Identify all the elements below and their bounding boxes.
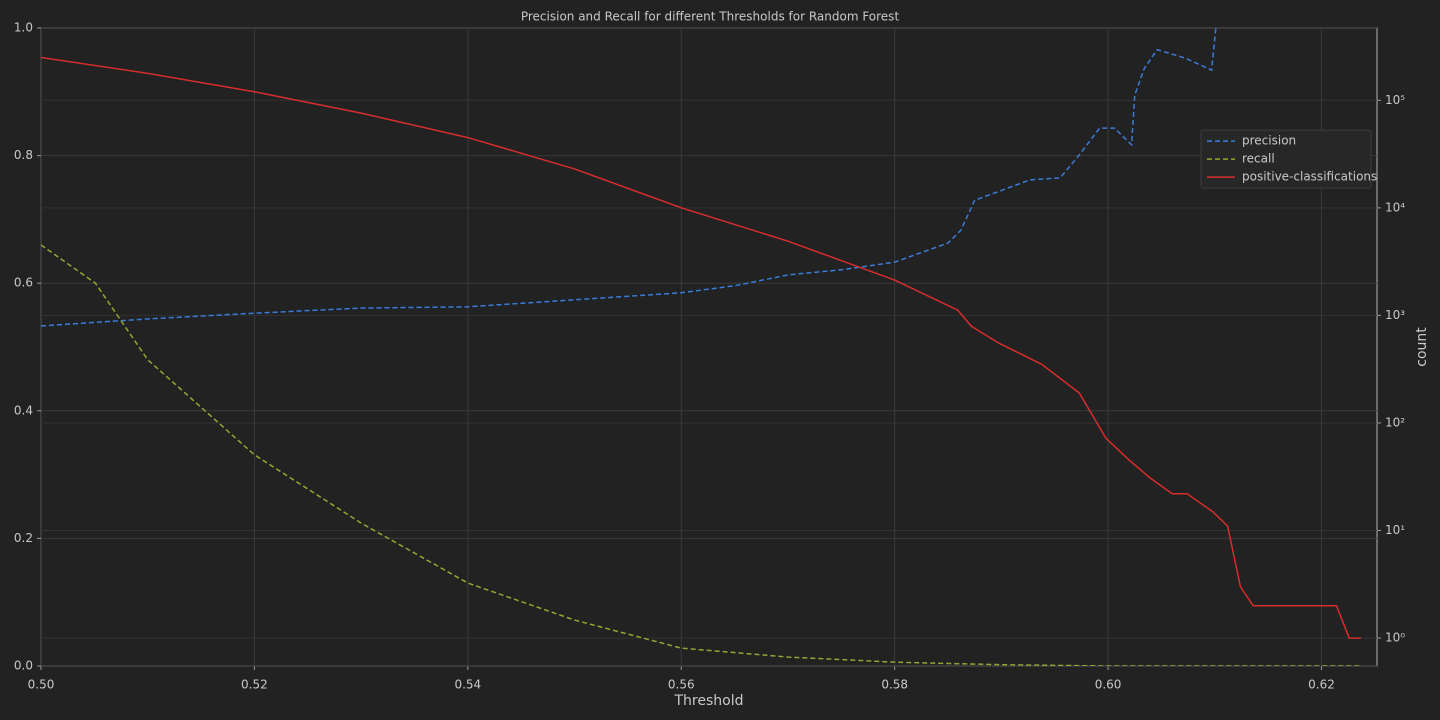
y2-tick-label: 10¹ xyxy=(1385,523,1405,537)
legend: precision recall positive-classifications xyxy=(1200,129,1377,189)
x-tick-label: 0.52 xyxy=(241,678,268,692)
series-line xyxy=(41,244,1361,666)
legend-label: positive-classifications xyxy=(1242,170,1377,184)
y2-tick-label: 10² xyxy=(1385,415,1405,429)
legend-label: precision xyxy=(1242,134,1296,148)
x-tick-label: 0.62 xyxy=(1308,678,1335,692)
y2-axis-label: count xyxy=(1414,327,1430,367)
y-tick-label: 0.0 xyxy=(14,659,33,673)
x-axis-label: Threshold xyxy=(674,693,744,709)
y-tick-label: 1.0 xyxy=(14,21,33,35)
y2-tick-label: 10⁰ xyxy=(1385,631,1405,645)
x-tick-label: 0.50 xyxy=(28,678,55,692)
y2-tick-label: 10³ xyxy=(1385,308,1405,322)
legend-box xyxy=(1200,129,1372,189)
x-tick-label: 0.58 xyxy=(881,678,908,692)
series-line xyxy=(41,56,1361,639)
x-tick-label: 0.60 xyxy=(1095,678,1122,692)
plot-lines xyxy=(41,28,1361,666)
y-tick-label: 0.8 xyxy=(14,148,33,162)
grid: 0.50 0.52 0.54 0.56 0.58 0.60 0.62 0.0 0.2 0.4 0.6… xyxy=(14,21,1405,692)
y-tick-label: 0.2 xyxy=(14,531,33,545)
legend-label: recall xyxy=(1242,152,1275,166)
chart-title: Precision and Recall for different Thres… xyxy=(521,10,900,24)
plot-frame xyxy=(40,27,1378,667)
y2-tick-label: 10⁴ xyxy=(1385,200,1405,214)
x-tick-label: 0.54 xyxy=(454,678,481,692)
y-tick-label: 0.6 xyxy=(14,276,33,290)
y2-tick-label: 10⁵ xyxy=(1385,93,1405,107)
series-line xyxy=(41,28,1217,327)
x-tick-label: 0.56 xyxy=(668,678,695,692)
y-tick-label: 0.4 xyxy=(14,403,33,417)
